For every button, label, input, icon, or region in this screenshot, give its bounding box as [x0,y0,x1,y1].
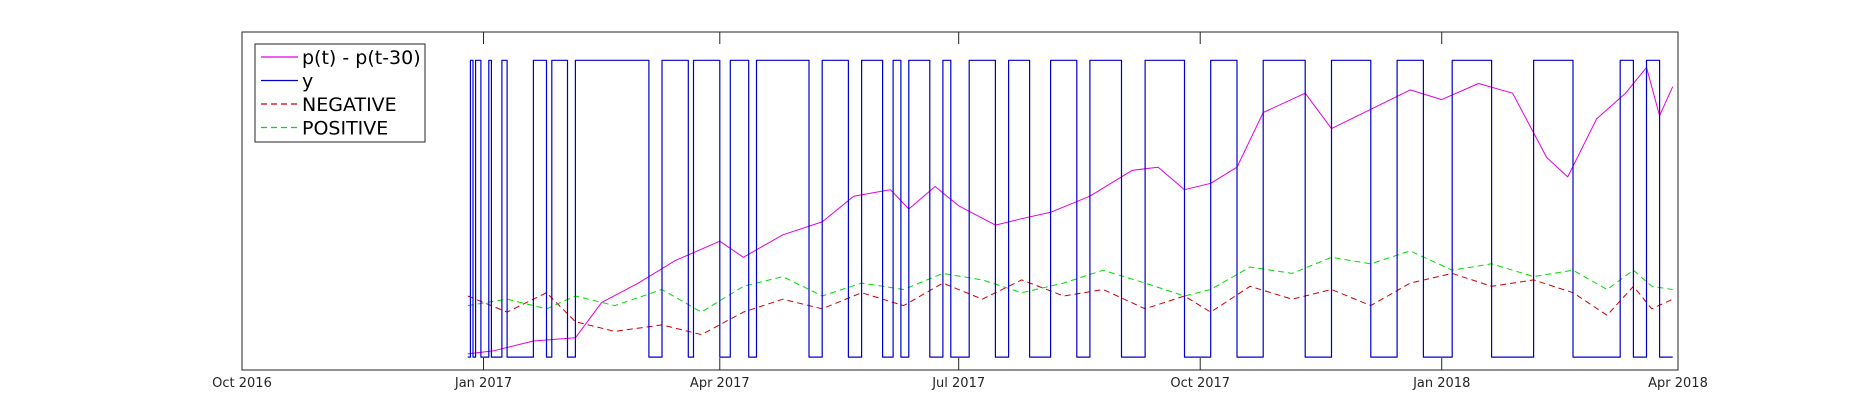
x-tick-label: Jul 2017 [931,376,985,391]
x-tick-label: Jan 2017 [454,376,512,391]
legend-box [254,43,426,143]
x-tick-label: Oct 2016 [212,376,272,391]
legend-label: POSITIVE [302,118,388,140]
series-layer [467,59,1674,358]
x-tick-label: Apr 2018 [1648,376,1708,391]
x-tick-label: Jan 2018 [1412,376,1470,391]
legend-label: p(t) - p(t-30) [302,47,421,69]
plot-area [242,32,1678,370]
series-line-p-t-p-t-30 [467,66,1674,355]
plot-frame [241,31,1679,371]
legend-label: NEGATIVE [302,94,397,116]
x-tick-label: Apr 2017 [690,376,750,391]
legend-label: y [302,71,313,93]
x-axis: Oct 2016 Jan 2017 Apr 2017 Jul 2017 Oct 2017… [212,32,1708,391]
series-line-y [467,59,1673,358]
series-line-positive [467,250,1673,313]
x-tick-label: Oct 2017 [1170,376,1230,391]
